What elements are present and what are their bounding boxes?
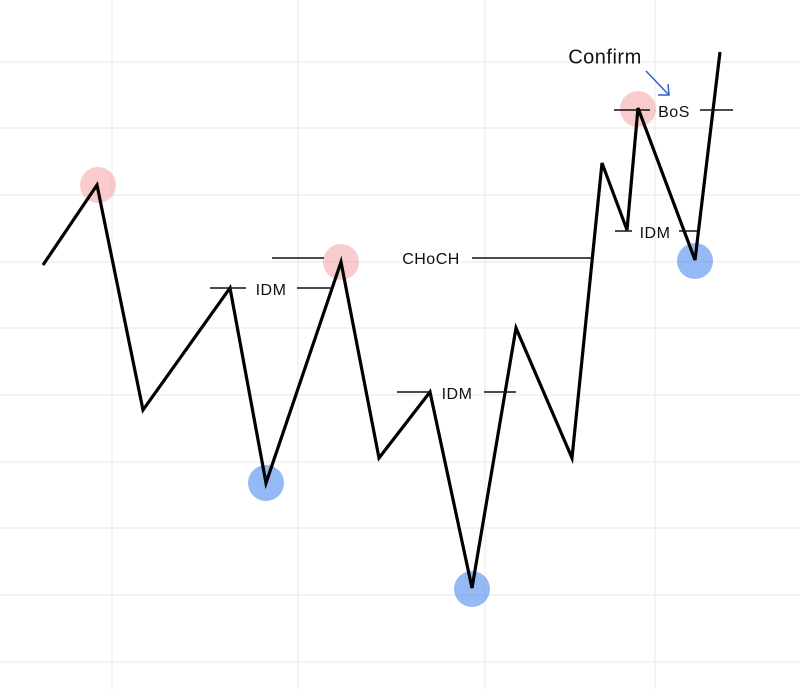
idm-label: IDM	[442, 386, 473, 403]
levels	[210, 109, 733, 393]
confirm-label: Confirm	[568, 46, 642, 68]
idm-label: IDM	[256, 282, 287, 299]
bos-label: BoS	[658, 104, 690, 121]
confirm-arrow	[645, 70, 670, 96]
price-path	[41, 51, 722, 589]
idm-label: IDM	[640, 225, 671, 242]
highs	[80, 91, 656, 280]
choch-label: CHoCH	[402, 251, 460, 268]
lows	[248, 243, 713, 607]
